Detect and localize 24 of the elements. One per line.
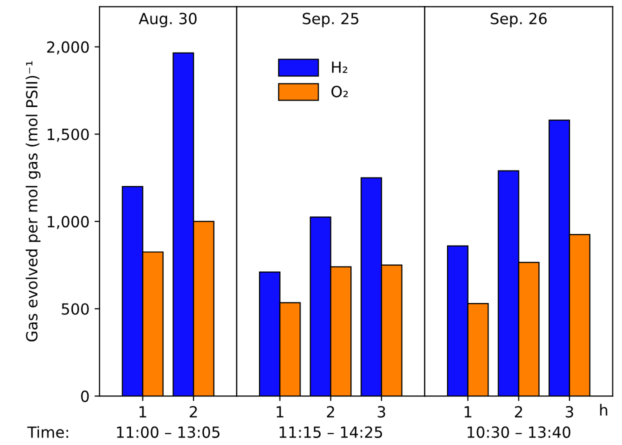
chart-title: Sep. 25 [302,12,358,28]
x-tick-label: 2 [326,406,334,418]
x-axis-title: 11:15 – 14:25 [280,426,382,438]
x-tick-label: 2 [190,406,197,418]
y-axis-title: Gas evolved per mol gas (mol PSII)⁻¹ [26,61,41,342]
y-tick-label: 0 [81,390,89,402]
x-axis-title: 11:00 – 13:05 [117,426,220,438]
x-tick-label: 1 [464,406,472,418]
legend-label: H₂ [332,62,348,73]
y-tick-label: 2,000 [47,41,89,54]
legend-label: O₂ [331,86,348,98]
x-tick-label: 2 [514,406,522,418]
y-tick-label: 500 [62,303,89,315]
text: Time: [27,426,68,438]
y-tick-label: 1,000 [48,216,89,230]
x-tick-label: 3 [378,406,386,418]
chart-title: Aug. 30 [138,12,197,28]
x-tick-label: 3 [566,406,574,418]
x-axis-title: 10:30 – 13:40 [468,426,570,438]
x-tick-label: 1 [276,406,284,418]
y-tick-label: 1,500 [48,128,89,142]
chart-title: Sep. 26 [490,12,547,28]
text: h [600,404,608,416]
x-tick-label: 1 [140,406,146,418]
